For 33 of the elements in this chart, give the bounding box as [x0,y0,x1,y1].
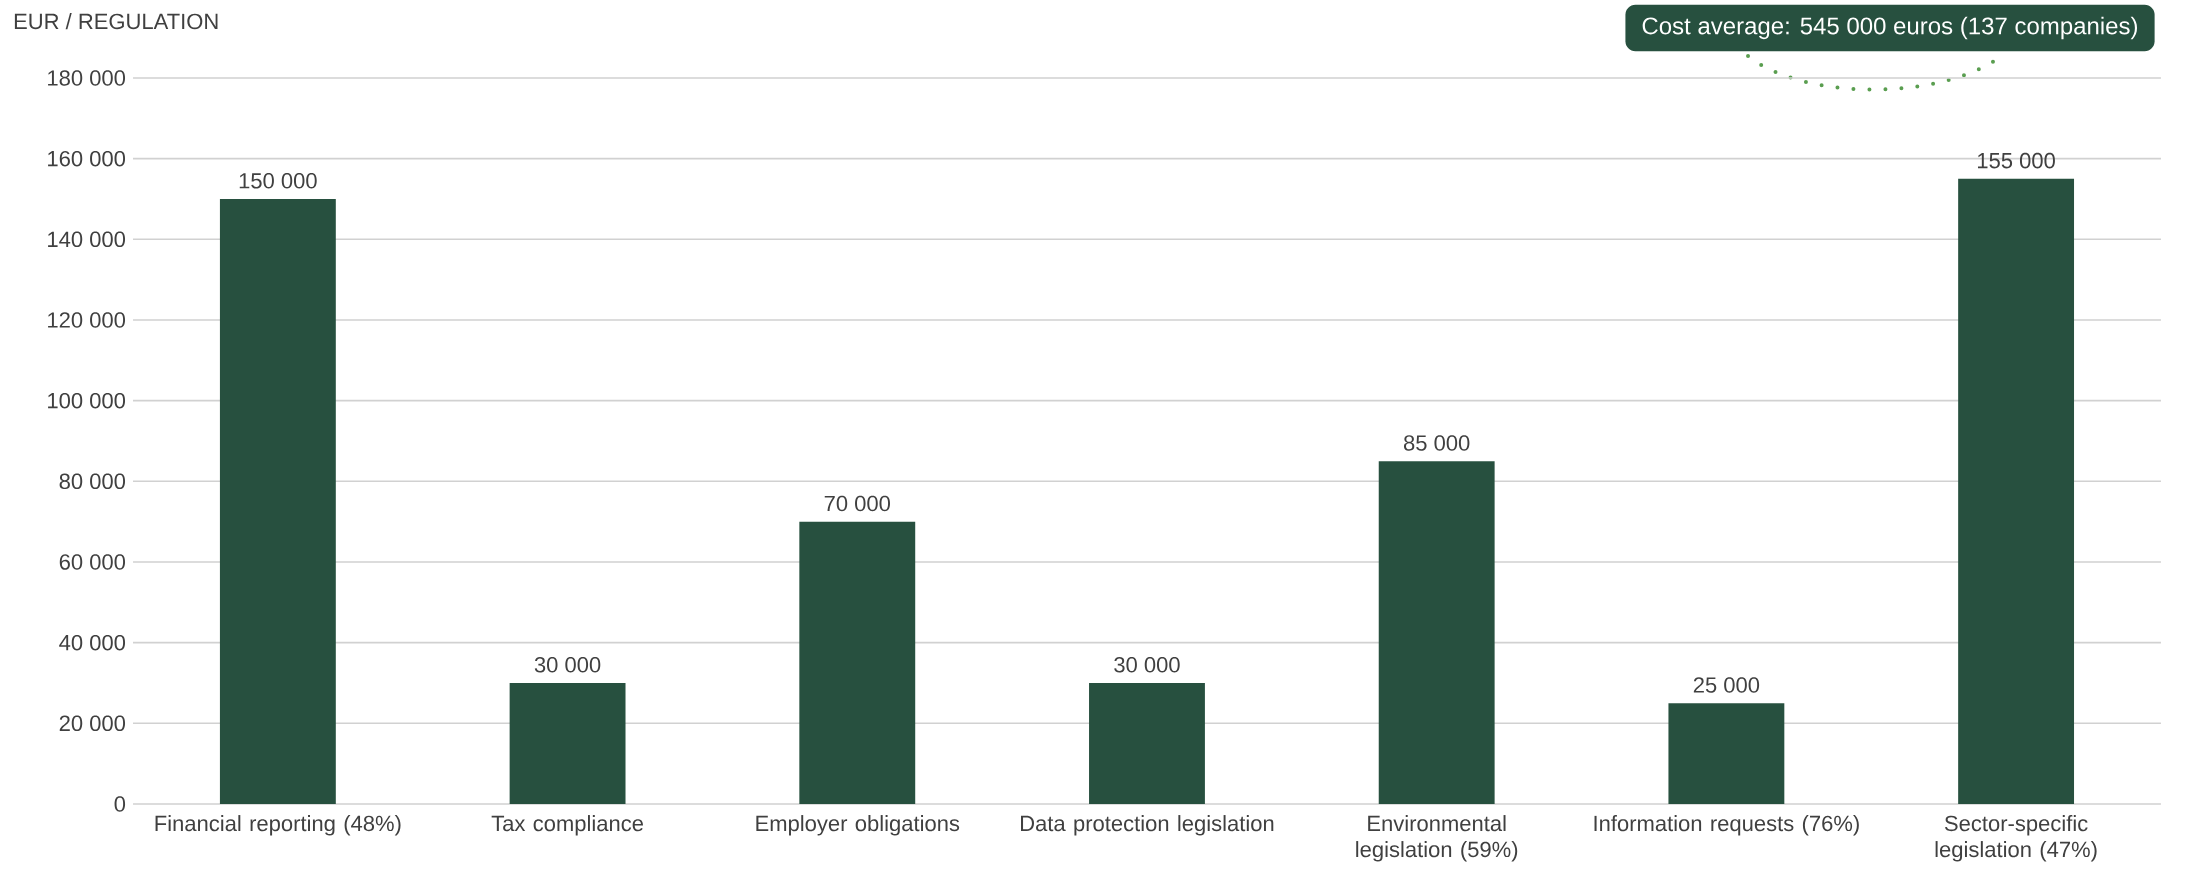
y-tick-label: 60 000 [59,554,126,570]
data-label: 150 000 [239,173,317,189]
y-tick-label: 80 000 [59,473,126,490]
x-tick-label: Environmental legislation (59%) [1356,815,1518,862]
data-label: 30 000 [1114,657,1180,673]
bar [1089,682,1205,804]
data-label: 70 000 [824,495,891,512]
y-tick-label: 160 000 [48,150,126,167]
y-tick-label: 0 [114,796,126,812]
x-tick-label: Information requests (76%) [1594,815,1859,836]
data-label: 155 000 [1977,152,2055,169]
bar [1668,703,1785,804]
bar [1958,178,2075,804]
data-label: 30 000 [534,657,601,673]
x-tick-label: Data protection legislation [1021,815,1274,836]
y-tick-label: 20 000 [59,715,126,732]
bar [219,198,336,804]
text: Cost average: 545 000 euros (137 companies) [1642,16,2138,40]
bar [1378,461,1495,804]
data-label: 25 000 [1693,677,1760,693]
y-tick-label: 140 000 [48,231,126,248]
y-axis-title: EUR / REGULATION [14,13,218,30]
bar [799,521,916,804]
x-tick-label: Tax compliance [491,815,643,836]
y-tick-label: 100 000 [48,392,126,409]
x-tick-label: Sector-specific legislation (47%) [1935,815,2097,862]
bar [509,682,626,804]
y-tick-label: 120 000 [48,312,126,328]
data-label: 85 000 [1403,435,1470,451]
y-tick-label: 180 000 [48,70,126,86]
x-tick-label: Financial reporting (48%) [155,815,401,836]
y-tick-label: 40 000 [59,634,126,651]
x-tick-label: Employer obligations [756,815,960,836]
